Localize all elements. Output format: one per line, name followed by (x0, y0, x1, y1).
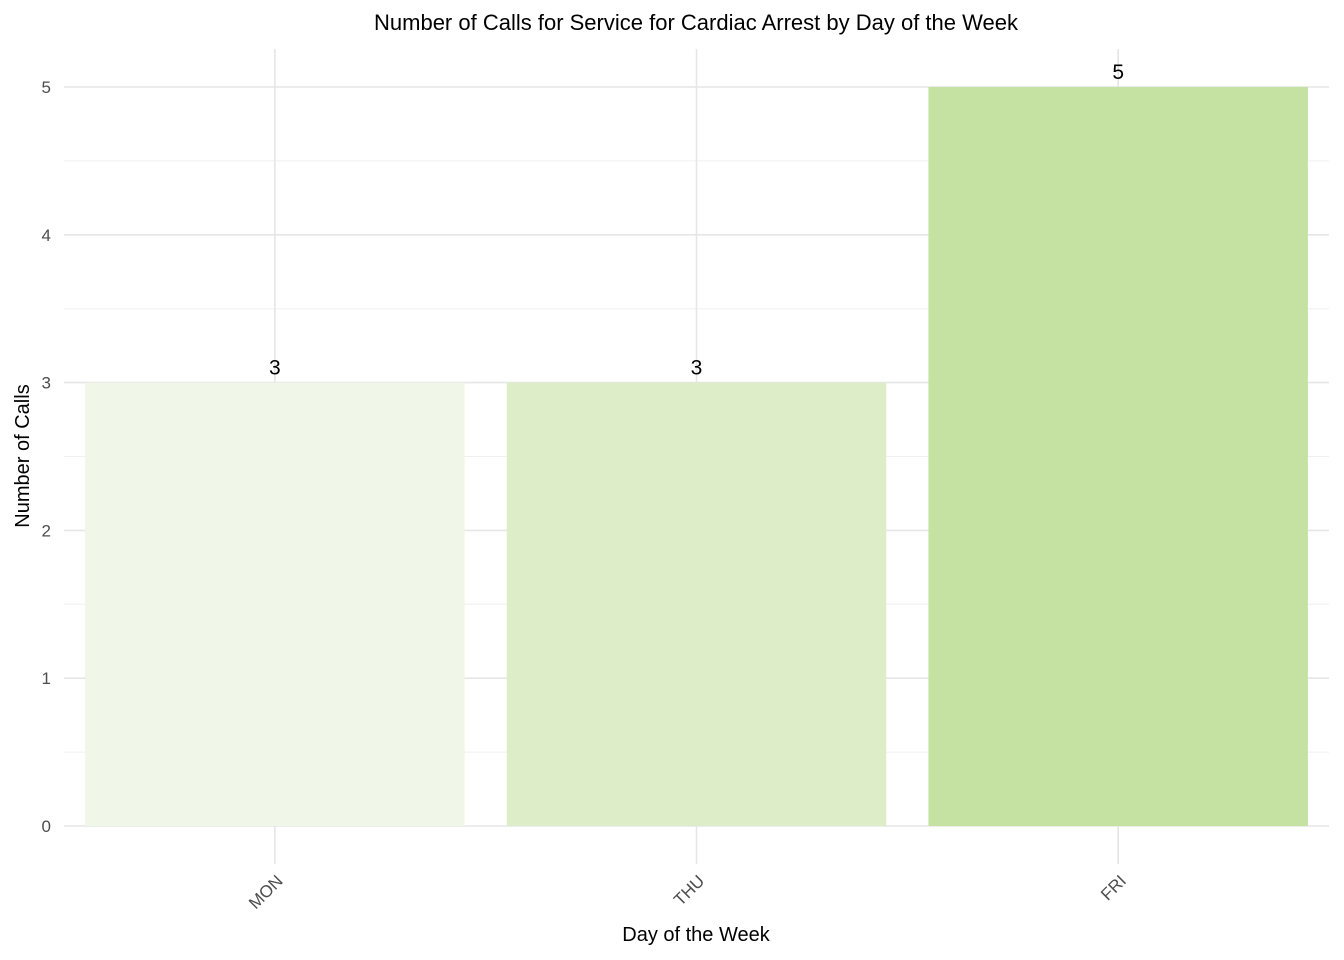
bar-mon (85, 382, 465, 826)
x-axis-title: Day of the Week (622, 924, 770, 946)
data-label-mon: 3 (269, 357, 281, 380)
x-axis-ticks: MON THU FRI (245, 871, 1130, 912)
y-tick-label: 3 (42, 374, 51, 393)
y-tick-label: 4 (42, 226, 51, 245)
x-tick-label-mon: MON (245, 871, 286, 912)
y-tick-label: 0 (42, 817, 51, 836)
bar-fri (928, 87, 1308, 826)
data-label-thu: 3 (691, 357, 703, 380)
y-tick-label: 5 (42, 78, 51, 97)
y-tick-label: 1 (42, 669, 51, 688)
bars (85, 87, 1308, 826)
chart-title: Number of Calls for Service for Cardiac … (374, 10, 1019, 35)
data-label-fri: 5 (1112, 61, 1124, 84)
y-tick-label: 2 (42, 521, 51, 540)
x-tick-label-thu: THU (670, 871, 708, 909)
bar-thu (506, 382, 887, 826)
y-axis-title: Number of Calls (12, 384, 34, 527)
data-labels: 3 3 5 (269, 61, 1124, 380)
x-tick-label-fri: FRI (1097, 871, 1130, 904)
y-axis-ticks: 0 1 2 3 4 5 (42, 78, 51, 836)
